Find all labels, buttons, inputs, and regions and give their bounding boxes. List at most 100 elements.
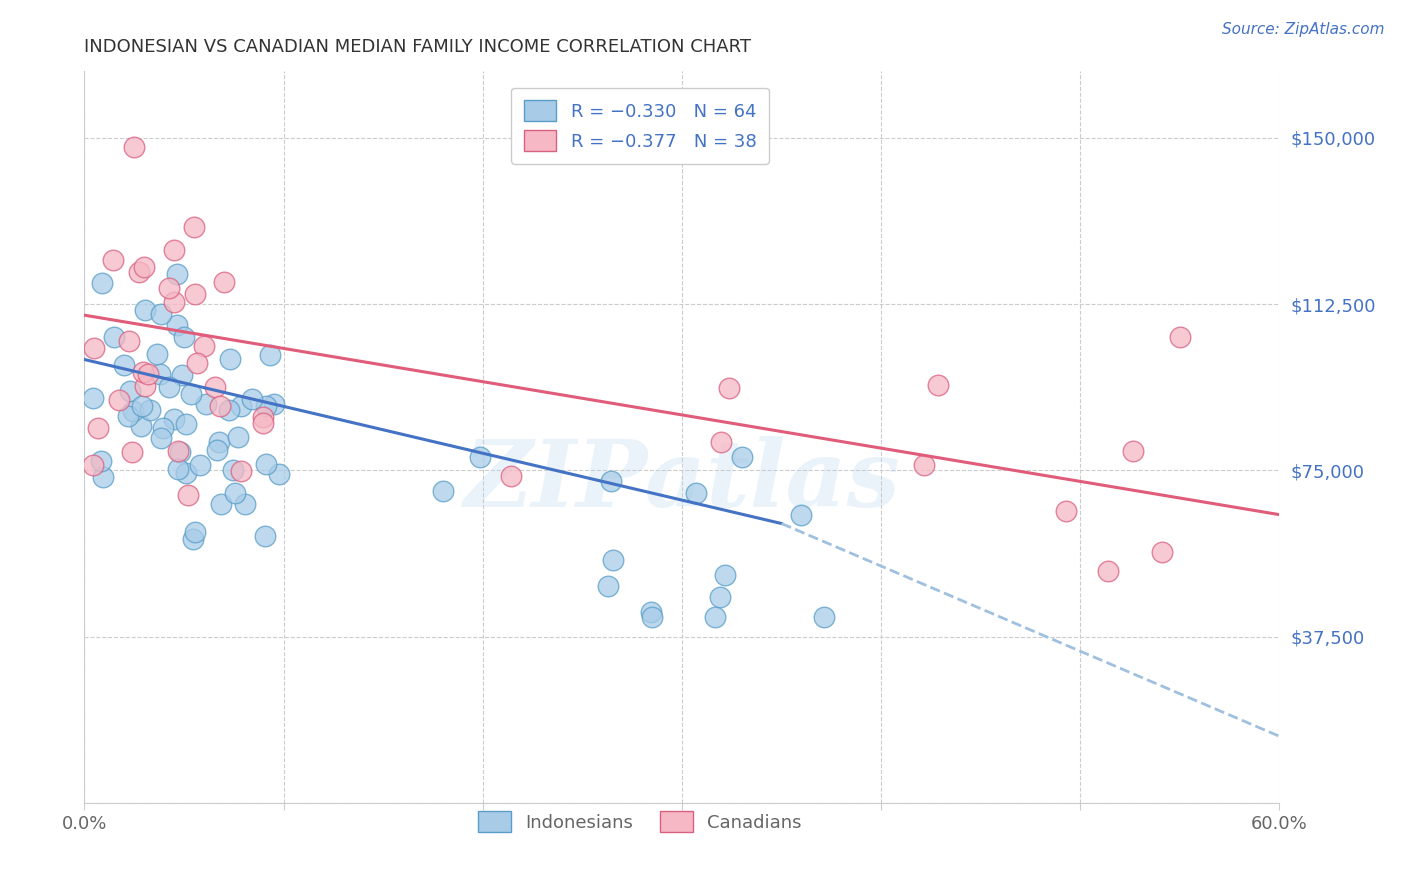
Point <box>218 352 240 367</box>
Point <box>87 420 110 434</box>
Text: Source: ZipAtlas.com: Source: ZipAtlas.com <box>1222 22 1385 37</box>
Point <box>685 485 707 500</box>
Point <box>269 467 291 481</box>
Point <box>150 307 173 321</box>
Point <box>229 464 252 478</box>
Text: INDONESIAN VS CANADIAN MEDIAN FAMILY INCOME CORRELATION CHART: INDONESIAN VS CANADIAN MEDIAN FAMILY INC… <box>84 38 751 56</box>
Point <box>263 396 285 410</box>
Point <box>218 402 240 417</box>
Point <box>1152 545 1174 559</box>
Point <box>703 609 725 624</box>
Point <box>641 609 664 624</box>
Point <box>204 380 226 394</box>
Point <box>146 347 169 361</box>
Point <box>209 399 232 413</box>
Point <box>174 417 197 431</box>
Point <box>254 399 277 413</box>
Point <box>259 347 281 361</box>
Point <box>205 442 228 457</box>
Point <box>183 532 205 546</box>
Point <box>152 421 174 435</box>
Point <box>157 281 180 295</box>
Point <box>912 458 935 472</box>
Point <box>194 397 217 411</box>
Point <box>117 409 139 423</box>
Point <box>183 286 205 301</box>
Point <box>173 329 195 343</box>
Point <box>602 553 624 567</box>
Point <box>499 468 522 483</box>
Point <box>188 458 211 472</box>
Point <box>208 434 231 449</box>
Point <box>222 463 245 477</box>
Point <box>91 470 114 484</box>
Point <box>174 466 197 480</box>
Point <box>166 318 188 333</box>
Point <box>149 431 172 445</box>
Point <box>118 334 141 348</box>
Point <box>131 365 153 379</box>
Point <box>180 386 202 401</box>
Point <box>129 418 152 433</box>
Point <box>166 443 188 458</box>
Point <box>136 368 159 382</box>
Point <box>813 609 835 624</box>
Point <box>240 392 263 407</box>
Point <box>166 268 188 282</box>
Point <box>91 276 114 290</box>
Point <box>122 139 145 153</box>
Point <box>717 381 740 395</box>
Point <box>157 380 180 394</box>
Point <box>128 265 150 279</box>
Point <box>714 567 737 582</box>
Point <box>82 458 104 473</box>
Point <box>184 524 207 539</box>
Point <box>101 252 124 267</box>
Point <box>468 450 491 464</box>
Point <box>432 483 454 498</box>
Point <box>640 605 662 619</box>
Point <box>252 417 274 431</box>
Point <box>163 412 186 426</box>
Point <box>209 497 232 511</box>
Point <box>927 378 949 392</box>
Point <box>193 339 215 353</box>
Point <box>224 485 246 500</box>
Point <box>82 391 104 405</box>
Point <box>149 368 172 382</box>
Point <box>710 435 733 450</box>
Point <box>163 294 186 309</box>
Point <box>600 474 623 488</box>
Legend: Indonesians, Canadians: Indonesians, Canadians <box>465 799 814 845</box>
Point <box>254 457 277 471</box>
Point <box>90 454 112 468</box>
Point <box>183 219 205 234</box>
Point <box>112 359 135 373</box>
Point <box>709 590 731 604</box>
Point <box>163 243 186 257</box>
Point <box>167 461 190 475</box>
Point <box>134 303 156 318</box>
Point <box>83 341 105 355</box>
Point <box>790 508 813 522</box>
Point <box>233 497 256 511</box>
Point <box>118 384 141 399</box>
Point <box>138 402 160 417</box>
Point <box>254 529 277 543</box>
Point <box>229 399 252 413</box>
Point <box>228 430 250 444</box>
Point <box>1054 504 1077 518</box>
Point <box>598 579 620 593</box>
Point <box>1168 330 1191 344</box>
Point <box>731 450 754 464</box>
Point <box>131 399 153 413</box>
Point <box>169 445 191 459</box>
Text: ZIPatlas: ZIPatlas <box>464 436 900 526</box>
Point <box>108 393 131 408</box>
Point <box>103 330 125 344</box>
Point <box>177 488 200 502</box>
Point <box>122 404 145 418</box>
Point <box>121 445 143 459</box>
Point <box>134 379 156 393</box>
Point <box>1122 444 1144 458</box>
